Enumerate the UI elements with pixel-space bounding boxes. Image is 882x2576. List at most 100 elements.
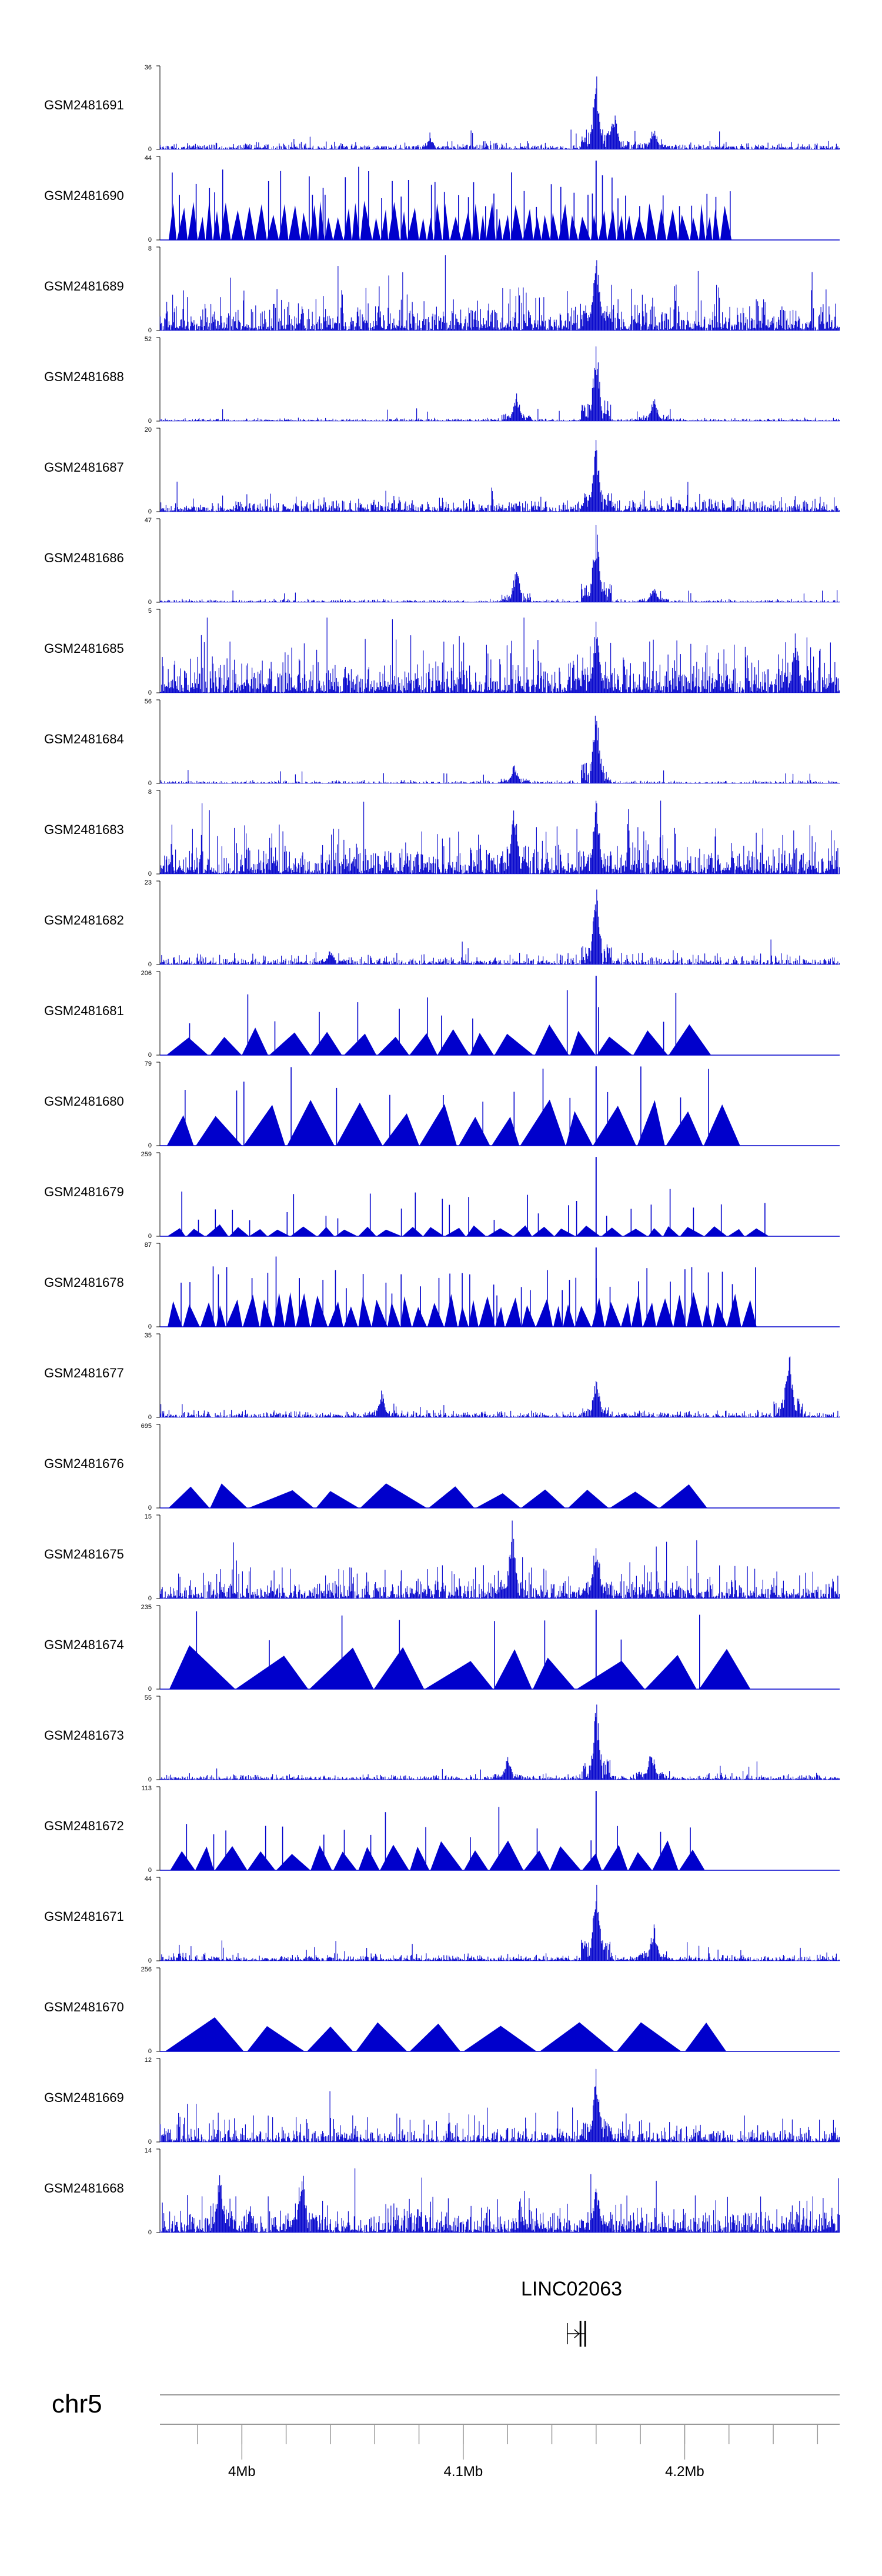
coverage-triangle (704, 1226, 727, 1236)
coverage-triangle (673, 1294, 686, 1327)
coverage-triangle (666, 1111, 703, 1146)
coverage-triangle (444, 1294, 458, 1327)
y-max-label: 36 (145, 64, 152, 71)
coverage-triangle (532, 1226, 554, 1236)
coverage-triangle (215, 1846, 248, 1870)
track-label: GSM2481688 (44, 369, 124, 384)
y-min-label: 0 (148, 1867, 152, 1874)
coverage-triangle (623, 1229, 648, 1236)
track-GSM2481669: GSM2481669 12 0 (44, 2057, 840, 2145)
track-GSM2481676: GSM2481676 695 0 (44, 1423, 840, 1511)
coverage-triangle (459, 1117, 490, 1146)
coverage-triangle (360, 1483, 427, 1508)
coverage-triangle (176, 208, 188, 240)
signal-area (159, 1884, 840, 1961)
y-min-label: 0 (148, 2048, 152, 2055)
coverage-triangle (568, 1490, 609, 1508)
coverage-triangle (464, 1850, 489, 1870)
coverage-triangle (167, 1228, 186, 1236)
coverage-triangle (400, 1296, 412, 1327)
coverage-triangle (356, 2022, 407, 2051)
coverage-triangle (419, 1104, 457, 1146)
y-max-label: 15 (145, 1513, 152, 1520)
coverage-triangle (678, 214, 690, 240)
coverage-triangle (409, 1033, 437, 1055)
y-min-label: 0 (148, 870, 152, 877)
coverage-triangle (309, 205, 318, 240)
coverage-triangle (713, 1302, 727, 1327)
coverage-triangle (183, 1304, 200, 1327)
track-label: GSM2481685 (44, 641, 124, 656)
track-label: GSM2481690 (44, 188, 124, 203)
coverage-triangle (667, 209, 678, 240)
y-max-label: 12 (145, 2057, 152, 2064)
coverage-triangle (727, 1229, 745, 1236)
coverage-triangle (656, 1298, 673, 1327)
y-min-label: 0 (148, 1233, 152, 1240)
track-GSM2481677: GSM2481677 35 0 (44, 1332, 840, 1421)
coverage-triangle (486, 202, 496, 240)
coverage-triangle (407, 208, 419, 240)
track-label: GSM2481679 (44, 1184, 124, 1199)
coverage-triangle (656, 208, 667, 240)
coverage-triangle (372, 218, 381, 240)
y-max-label: 23 (145, 879, 152, 886)
coverage-triangle (352, 203, 360, 240)
coverage-triangle (423, 1227, 445, 1236)
y-min-label: 0 (148, 1776, 152, 1783)
signal-area (159, 2068, 840, 2143)
track-label: GSM2481673 (44, 1728, 124, 1743)
coverage-triangle (220, 202, 231, 240)
coverage-triangle (582, 1853, 602, 1870)
coverage-triangle (633, 1030, 668, 1055)
coverage-triangle (170, 1851, 195, 1870)
coverage-triangle (699, 1649, 751, 1689)
coverage-triangle (533, 1657, 575, 1689)
coverage-triangle (475, 1493, 521, 1508)
track-GSM2481691: GSM2481691 36 0 (44, 64, 840, 153)
coverage-triangle (513, 1225, 532, 1236)
track-label: GSM2481672 (44, 1818, 124, 1833)
track-GSM2481681: GSM2481681 206 0 (44, 970, 840, 1059)
track-GSM2481673: GSM2481673 55 0 (44, 1694, 840, 1783)
y-min-label: 0 (148, 780, 152, 787)
coverage-triangle (445, 1227, 466, 1236)
coverage-triangle (720, 205, 732, 240)
track-label: GSM2481674 (44, 1637, 124, 1652)
coverage-triangle (703, 1104, 740, 1146)
coverage-triangle (166, 1037, 208, 1055)
coverage-triangle (307, 2026, 353, 2051)
track-label: GSM2481681 (44, 1003, 124, 1018)
track-label: GSM2481678 (44, 1275, 124, 1290)
coverage-triangle (597, 1036, 633, 1055)
signal-area (159, 618, 840, 693)
track-GSM2481670: GSM2481670 256 0 (44, 1966, 840, 2055)
coverage-triangle (210, 1037, 242, 1055)
signal-area (159, 889, 840, 965)
coverage-triangle (310, 1295, 328, 1327)
coverage-triangle (702, 1304, 713, 1327)
coverage-triangle (541, 215, 550, 240)
coverage-triangle (487, 1228, 514, 1236)
coverage-triangle (496, 218, 503, 240)
y-max-label: 8 (148, 789, 152, 796)
coverage-triangle (536, 1298, 553, 1327)
chromosome-label: chr5 (52, 2390, 102, 2418)
coverage-triangle (576, 1660, 645, 1689)
y-min-label: 0 (148, 508, 152, 515)
coverage-triangle (553, 1306, 563, 1327)
coverage-triangle (229, 1227, 249, 1236)
coverage-triangle (402, 1227, 423, 1236)
signal-area (159, 2168, 840, 2233)
coverage-triangle (249, 1229, 268, 1236)
coverage-triangle (616, 2022, 681, 2051)
x-tick-label: 4.1Mb (444, 2464, 483, 2480)
track-label: GSM2481684 (44, 732, 124, 746)
coverage-triangle (495, 1033, 534, 1055)
coverage-triangle (621, 1303, 632, 1327)
track-GSM2481679: GSM2481679 259 0 (44, 1151, 840, 1240)
track-label: GSM2481689 (44, 279, 124, 293)
coverage-triangle (206, 1224, 229, 1236)
coverage-triangle (428, 1486, 475, 1508)
y-max-label: 695 (141, 1423, 152, 1430)
